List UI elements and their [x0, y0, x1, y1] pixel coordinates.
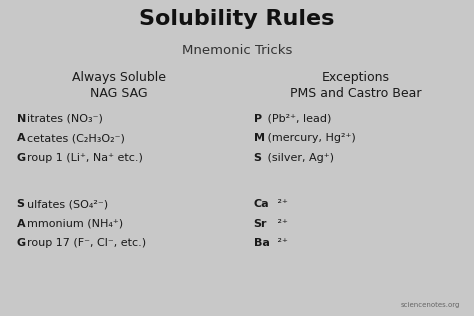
Text: G: G [17, 238, 26, 248]
Text: P: P [254, 114, 262, 124]
Text: (mercury, Hg²⁺): (mercury, Hg²⁺) [264, 133, 356, 143]
Text: ²⁺: ²⁺ [274, 199, 288, 209]
Text: N: N [17, 114, 26, 124]
Text: Exceptions: Exceptions [321, 71, 390, 84]
Text: Always Soluble: Always Soluble [72, 71, 165, 84]
Text: Ca: Ca [254, 199, 269, 209]
Text: NAG SAG: NAG SAG [90, 87, 147, 100]
Text: Solubility Rules: Solubility Rules [139, 9, 335, 29]
Text: cetates (C₂H₃O₂⁻): cetates (C₂H₃O₂⁻) [27, 133, 125, 143]
Text: A: A [17, 133, 25, 143]
Text: roup 17 (F⁻, Cl⁻, etc.): roup 17 (F⁻, Cl⁻, etc.) [27, 238, 146, 248]
Text: Ba: Ba [254, 238, 269, 248]
Text: S: S [254, 153, 262, 163]
Text: ²⁺: ²⁺ [274, 238, 288, 248]
Text: sciencenotes.org: sciencenotes.org [401, 302, 460, 308]
Text: roup 1 (Li⁺, Na⁺ etc.): roup 1 (Li⁺, Na⁺ etc.) [27, 153, 143, 163]
Text: mmonium (NH₄⁺): mmonium (NH₄⁺) [27, 219, 123, 229]
Text: (Pb²⁺, lead): (Pb²⁺, lead) [264, 114, 331, 124]
Text: PMS and Castro Bear: PMS and Castro Bear [290, 87, 421, 100]
Text: ²⁺: ²⁺ [274, 219, 288, 229]
Text: S: S [17, 199, 25, 209]
Text: A: A [17, 219, 25, 229]
Text: (silver, Ag⁺): (silver, Ag⁺) [264, 153, 334, 163]
Text: Mnemonic Tricks: Mnemonic Tricks [182, 44, 292, 57]
Text: G: G [17, 153, 26, 163]
Text: Sr: Sr [254, 219, 267, 229]
Text: itrates (NO₃⁻): itrates (NO₃⁻) [27, 114, 103, 124]
Text: M: M [254, 133, 264, 143]
Text: ulfates (SO₄²⁻): ulfates (SO₄²⁻) [27, 199, 108, 209]
